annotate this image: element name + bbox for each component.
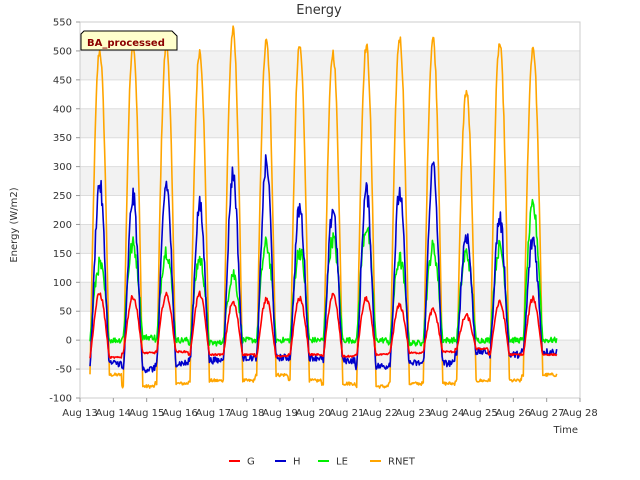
legend-item-h: H bbox=[275, 457, 301, 468]
y-tick-label: 550 bbox=[53, 18, 72, 29]
y-tick-label: 150 bbox=[53, 249, 72, 260]
x-tick-label: Aug 28 bbox=[562, 408, 597, 419]
series-line-g bbox=[89, 290, 558, 360]
legend-item-g: G bbox=[229, 457, 255, 468]
y-tick-label: -50 bbox=[56, 365, 72, 376]
y-axis: -100 -50 0 50 100 150 200 250 300 350 400 450 500 550 bbox=[49, 18, 80, 405]
x-tick-label: Aug 20 bbox=[296, 408, 331, 419]
chart-title: Energy bbox=[296, 3, 342, 18]
y-tick-label: 400 bbox=[53, 104, 72, 115]
x-tick-label: Aug 16 bbox=[162, 408, 197, 419]
legend-item-le: LE bbox=[318, 457, 348, 468]
x-tick-label: Aug 17 bbox=[196, 408, 231, 419]
y-tick-label: 300 bbox=[53, 162, 72, 173]
processed-badge: BA_processed bbox=[80, 30, 178, 51]
y-tick-label: 200 bbox=[53, 220, 72, 231]
x-tick-label: Aug 19 bbox=[262, 408, 297, 419]
x-axis-title: Time bbox=[553, 425, 578, 436]
grid-band bbox=[80, 340, 580, 370]
y-tick-label: 350 bbox=[53, 133, 72, 144]
legend-item-rnet: RNET bbox=[370, 457, 416, 468]
y-tick-label: 500 bbox=[53, 46, 72, 57]
x-tick-label: Aug 23 bbox=[396, 408, 431, 419]
y-axis-title: Energy (W/m2) bbox=[9, 187, 20, 262]
y-tick-label: -100 bbox=[49, 394, 72, 405]
x-tick-label: Aug 26 bbox=[496, 408, 531, 419]
badge-label: BA_processed bbox=[87, 38, 165, 49]
x-tick-label: Aug 25 bbox=[462, 408, 497, 419]
legend-label: G bbox=[247, 457, 255, 468]
badge-box bbox=[80, 30, 178, 51]
x-tick-label: Aug 27 bbox=[529, 408, 564, 419]
legend: G H LE RNET bbox=[229, 457, 416, 468]
series-line-rnet bbox=[89, 25, 558, 389]
series-layer bbox=[89, 25, 558, 389]
x-tick-label: Aug 21 bbox=[329, 408, 364, 419]
x-tick-label: Aug 22 bbox=[362, 408, 397, 419]
x-tick-label: Aug 14 bbox=[96, 408, 131, 419]
series-line-le bbox=[89, 198, 558, 347]
plot-frame bbox=[79, 21, 581, 399]
y-tick-label: 100 bbox=[53, 278, 72, 289]
grid-band bbox=[80, 166, 580, 196]
y-tick-label: 250 bbox=[53, 191, 72, 202]
x-tick-label: Aug 13 bbox=[62, 408, 97, 419]
grid-band bbox=[80, 108, 580, 138]
x-tick-label: Aug 18 bbox=[229, 408, 264, 419]
y-tick-label: 450 bbox=[53, 75, 72, 86]
y-tick-label: 0 bbox=[66, 336, 72, 347]
legend-label: RNET bbox=[388, 457, 416, 468]
legend-label: LE bbox=[336, 457, 348, 468]
x-tick-label: Aug 15 bbox=[129, 408, 164, 419]
legend-label: H bbox=[293, 457, 301, 468]
x-tick-label: Aug 24 bbox=[429, 408, 464, 419]
y-tick-label: 50 bbox=[59, 307, 72, 318]
